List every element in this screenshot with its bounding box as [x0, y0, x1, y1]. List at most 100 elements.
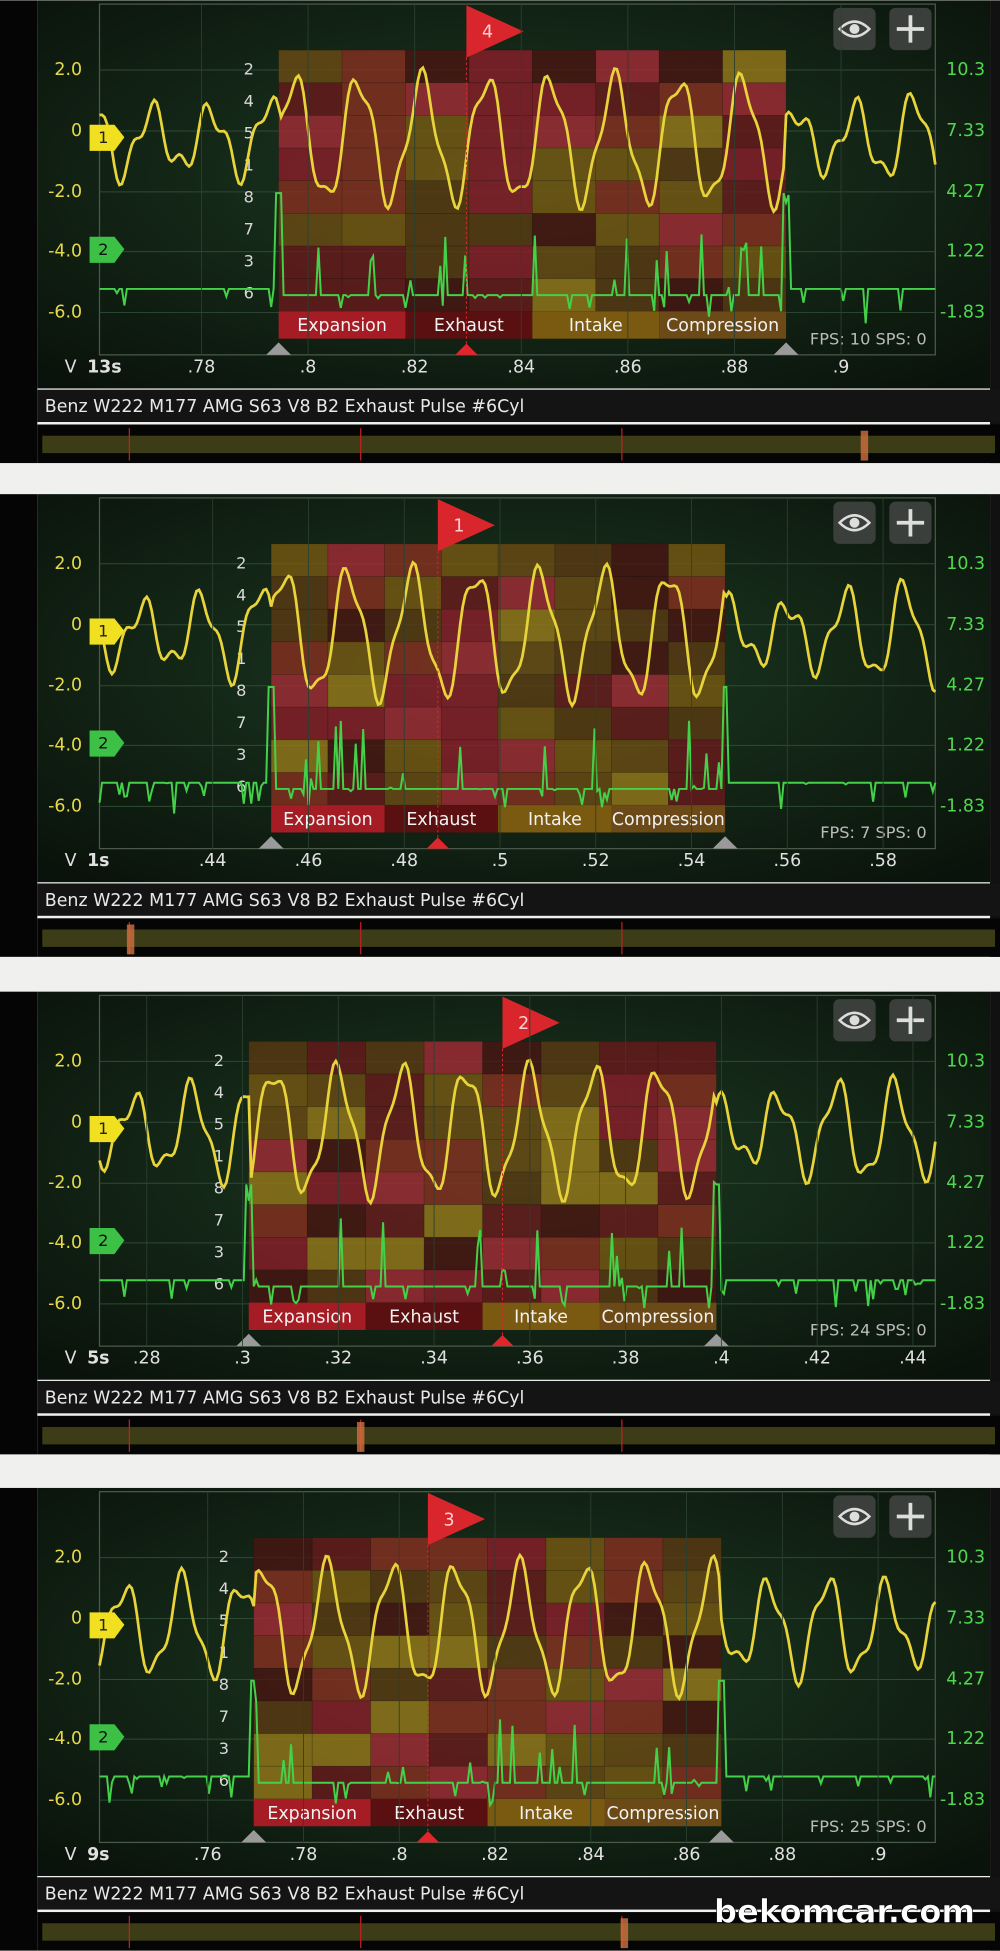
cylinder-number: 5 — [214, 1115, 224, 1134]
cylinder-number: 1 — [219, 1643, 229, 1662]
channel-2-trace — [99, 1679, 936, 1808]
cycle-cell — [370, 1700, 430, 1734]
cylinder-number: 8 — [219, 1675, 229, 1694]
cycle-cell — [604, 1635, 664, 1669]
left-axis-label: -6.0 — [48, 796, 82, 816]
cycle-cell — [468, 82, 533, 116]
right-axis-label: 7.33 — [946, 121, 985, 141]
stroke-label: Compression — [606, 1804, 719, 1824]
right-axis-label: 10.3 — [946, 1051, 985, 1071]
time-label: 1s — [87, 851, 109, 871]
stroke-band — [248, 1302, 366, 1330]
marker-flag[interactable] — [427, 1492, 486, 1546]
right-edge — [990, 0, 1000, 464]
cursor-handle[interactable] — [241, 1829, 267, 1843]
x-tick-label: .86 — [673, 1845, 701, 1865]
cursor-handle[interactable] — [258, 836, 284, 849]
x-tick-label: .82 — [401, 357, 429, 377]
cycle-cell — [248, 1138, 308, 1173]
cursor-handle[interactable] — [703, 1333, 729, 1347]
channel-tag — [89, 1227, 125, 1255]
cycle-cell — [554, 706, 613, 741]
cycle-cell — [248, 1204, 308, 1238]
cylinder-number: 5 — [236, 617, 246, 636]
marker-flag[interactable] — [437, 499, 496, 552]
cycle-cell — [423, 1204, 483, 1238]
x-tick-label: .32 — [324, 1349, 352, 1369]
cycle-cell — [441, 739, 499, 773]
marker-pointer — [416, 1831, 440, 1843]
cycle-cell — [405, 49, 470, 84]
cycle-cell — [365, 1236, 425, 1271]
eye-icon — [837, 514, 872, 532]
cylinder-number: 1 — [244, 155, 254, 174]
cycle-cell — [370, 1667, 430, 1702]
plus-icon — [896, 15, 925, 43]
cursor-handle[interactable] — [708, 1829, 734, 1843]
x-tick-label: .4 — [713, 1349, 730, 1369]
cycle-cell — [611, 576, 669, 610]
eye-icon — [849, 24, 860, 34]
x-tick-label: .78 — [290, 1845, 318, 1865]
stroke-label: Exhaust — [434, 316, 504, 336]
fps-label: FPS: 24 SPS: 0 — [810, 1321, 927, 1340]
plot-frame — [98, 497, 936, 850]
cycle-cell — [253, 1537, 313, 1571]
panel-title: Benz W222 M177 AMG S63 V8 B2 Exhaust Pul… — [45, 891, 525, 911]
channel-1-trace — [99, 65, 937, 214]
cycle-cell — [599, 1204, 659, 1238]
cycle-cell — [306, 1236, 367, 1271]
cycle-cell — [327, 608, 386, 643]
marker-flag[interactable] — [502, 996, 560, 1049]
right-axis-label: 1.22 — [946, 242, 985, 262]
fps-label: FPS: 10 SPS: 0 — [810, 329, 927, 348]
channel-tag — [89, 236, 125, 263]
x-tick-label: .36 — [516, 1349, 544, 1369]
channel-1-trace — [98, 1552, 937, 1701]
stroke-band — [384, 805, 499, 833]
cycle-cell — [311, 1537, 372, 1571]
cursor-handle[interactable] — [266, 342, 292, 355]
panel-title: Benz W222 M177 AMG S63 V8 B2 Exhaust Pul… — [45, 1885, 525, 1905]
x-tick-label: .34 — [420, 1349, 448, 1369]
cycle-cell — [611, 608, 669, 643]
stroke-band — [487, 1798, 605, 1827]
cycle-cell — [248, 1073, 308, 1108]
cylinder-number: 7 — [214, 1211, 224, 1230]
cycle-cell — [311, 1733, 372, 1767]
stroke-band — [659, 311, 787, 339]
cursor-handle[interactable] — [712, 836, 738, 849]
cycle-cell — [658, 147, 724, 182]
overview-window — [126, 924, 135, 955]
channel-tag-label: 1 — [98, 128, 108, 147]
cylinder-number: 1 — [214, 1147, 224, 1166]
marker-flag[interactable] — [466, 5, 524, 58]
left-axis-label: -2.0 — [48, 1173, 82, 1193]
cursor-handle[interactable] — [773, 342, 799, 355]
stroke-label: Exhaust — [406, 810, 476, 830]
stroke-label: Compression — [666, 316, 779, 336]
cycle-cell — [540, 1204, 600, 1238]
cycle-cell — [658, 49, 724, 84]
cycle-cell — [722, 147, 787, 182]
cycle-cell — [428, 1602, 488, 1637]
x-tick-label: .48 — [390, 851, 418, 871]
cycle-cell — [441, 608, 499, 643]
side-bar — [0, 0, 38, 464]
stroke-label: Expansion — [262, 1308, 352, 1328]
cycle-cell — [611, 674, 669, 708]
cylinder-number: 8 — [214, 1179, 224, 1198]
cycle-cell — [657, 1041, 717, 1075]
channel-2-trace — [99, 1179, 936, 1309]
overview-wave — [42, 435, 996, 454]
cylinder-number: 7 — [244, 219, 254, 238]
stroke-label: Compression — [612, 810, 725, 830]
cylinder-number: 2 — [244, 60, 254, 79]
cycle-cell — [554, 739, 613, 773]
cycle-cell — [468, 49, 533, 84]
channel-tag — [89, 618, 125, 645]
x-tick-label: .8 — [300, 357, 317, 377]
cycle-cell — [423, 1138, 483, 1173]
cycle-cell — [270, 641, 329, 675]
